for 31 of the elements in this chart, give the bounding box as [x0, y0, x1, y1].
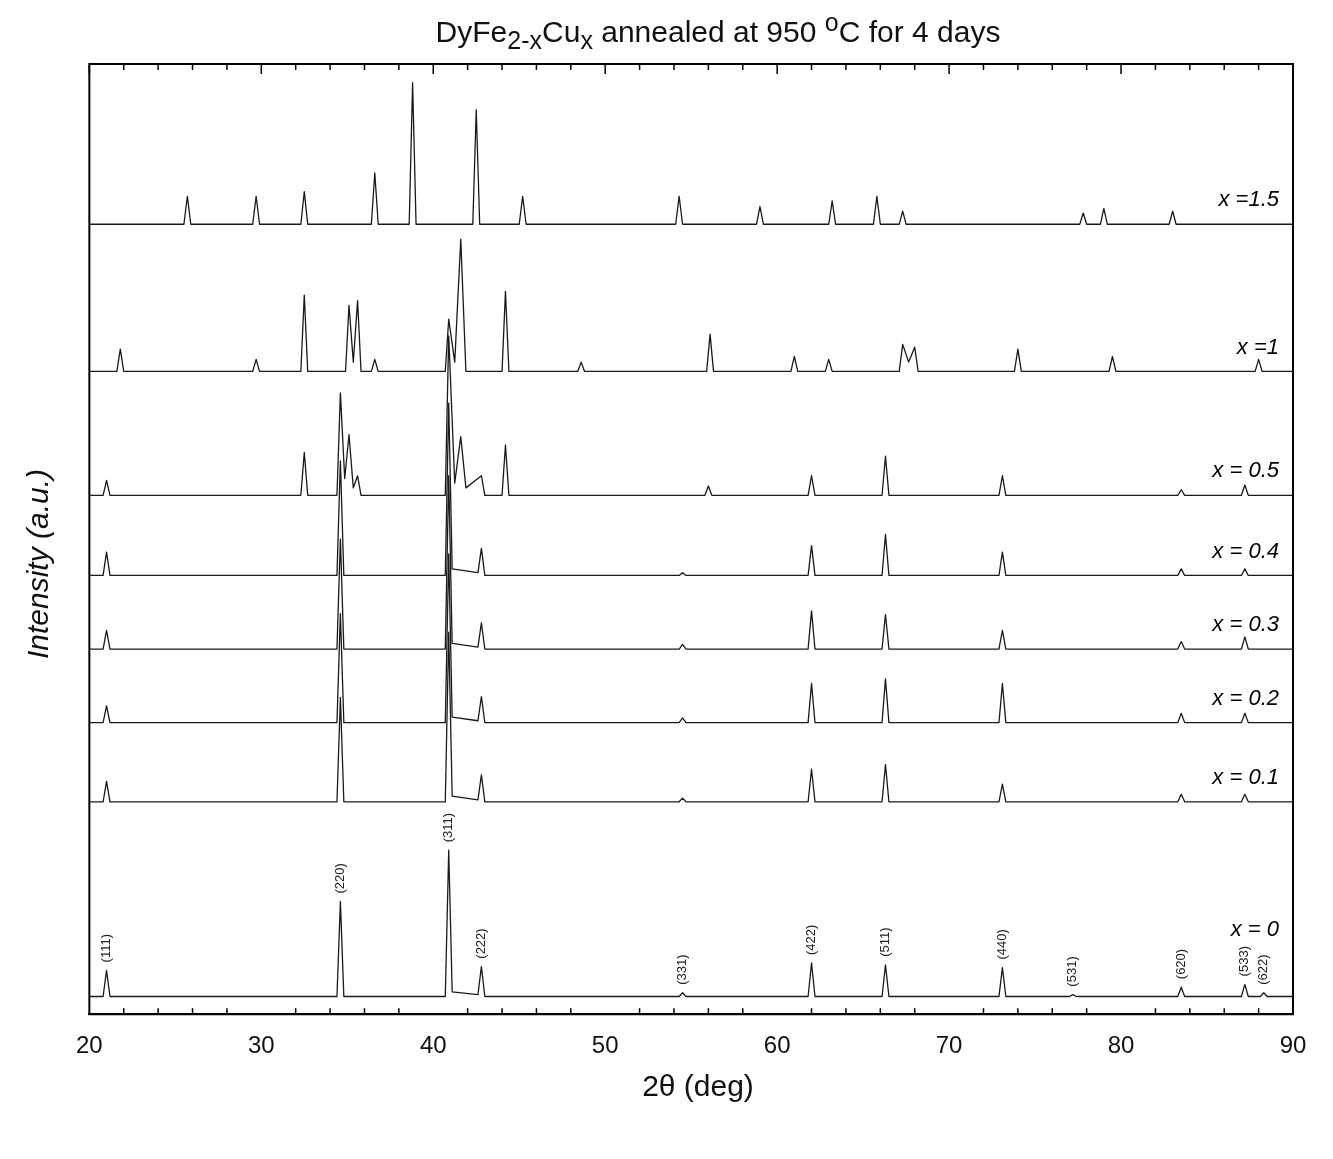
annotation: (111) [98, 933, 114, 963]
chart-title: DyFe$_{2-x}$Cu$_{x}$ annealed at 950 $^{o}$C for 4 days [434, 8, 1002, 55]
x-tick-label: 20 [76, 1031, 103, 1059]
annotation: (440) [993, 929, 1009, 960]
annotation: (220) [331, 863, 347, 894]
annotation: (533) [1236, 946, 1252, 977]
series-label: x = 0.1 [1211, 763, 1279, 789]
series-label: x = 0.4 [1211, 537, 1279, 563]
annotation: (222) [472, 928, 488, 959]
x-tick-label: 60 [763, 1031, 791, 1059]
annotation: (311) [440, 812, 456, 843]
x-tick-label: 70 [935, 1031, 963, 1059]
annotation: (422) [803, 924, 819, 955]
annotation: (622) [1255, 954, 1271, 985]
x-tick-label: 40 [419, 1031, 447, 1059]
annotation: (331) [674, 954, 690, 985]
annotation: (620) [1172, 948, 1188, 980]
x-axis-title: 2θ (deg) [641, 1069, 755, 1103]
series-label: x = 0.3 [1211, 611, 1280, 637]
x-tick-label: 90 [1279, 1031, 1307, 1059]
x-tick-label: 80 [1107, 1031, 1135, 1059]
text: x = 0 [1229, 916, 1280, 942]
annotation: (511) [877, 927, 893, 957]
x-tick-label: 30 [247, 1031, 275, 1059]
annotation: (531) [1064, 956, 1080, 987]
y-axis-title: Intensity (a.u.) [21, 468, 55, 660]
series-label: x = 0.2 [1211, 684, 1279, 710]
series-label: x = 0.5 [1211, 457, 1280, 483]
series-label: x =1 [1235, 333, 1279, 359]
series-label: x =1.5 [1217, 186, 1280, 212]
x-tick-label: 50 [591, 1031, 619, 1059]
